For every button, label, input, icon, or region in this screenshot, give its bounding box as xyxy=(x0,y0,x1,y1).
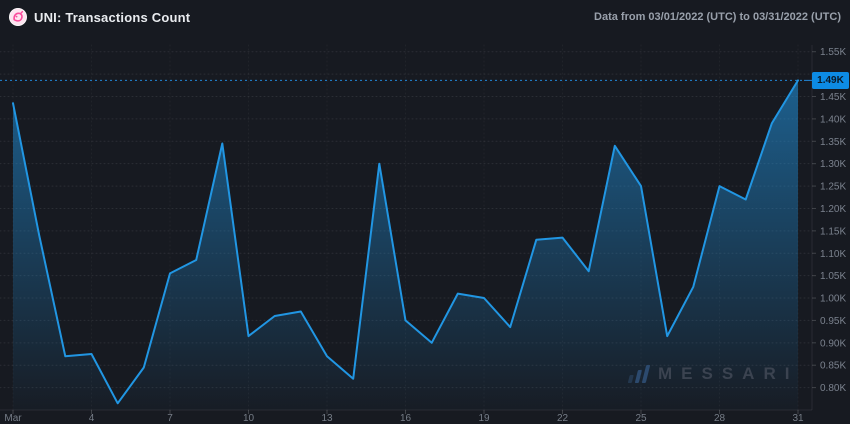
y-tick-label: 0.80K xyxy=(820,383,846,394)
y-tick-label: 1.25K xyxy=(820,182,846,193)
y-tick-label: 1.45K xyxy=(820,92,846,103)
x-tick-label: 7 xyxy=(167,413,173,424)
y-tick-label: 0.95K xyxy=(820,316,846,327)
uniswap-logo-icon xyxy=(9,8,27,26)
y-tick-label: 1.10K xyxy=(820,249,846,260)
y-tick-label: 1.30K xyxy=(820,159,846,170)
x-tick-label: 10 xyxy=(243,413,255,424)
y-tick-label: 1.05K xyxy=(820,271,846,282)
date-range-label: Data from 03/01/2022 (UTC) to 03/31/2022… xyxy=(594,11,841,23)
x-tick-label: 22 xyxy=(557,413,569,424)
x-tick-label: 19 xyxy=(478,413,490,424)
y-tick-label: 0.85K xyxy=(820,361,846,372)
x-tick-label: 28 xyxy=(714,413,726,424)
current-value-badge: 1.49K xyxy=(812,71,849,89)
series-area xyxy=(13,80,798,411)
chart-header: UNI: Transactions Count Data from 03/01/… xyxy=(0,0,850,34)
chart-title: UNI: Transactions Count xyxy=(34,9,191,25)
y-tick-label: 1.15K xyxy=(820,226,846,237)
y-tick-label: 1.20K xyxy=(820,204,846,215)
y-tick-label: 1.40K xyxy=(820,114,846,125)
y-tick-label: 1.35K xyxy=(820,137,846,148)
x-tick-label: 16 xyxy=(400,413,412,424)
x-tick-label: 25 xyxy=(635,413,647,424)
y-tick-label: 1.55K xyxy=(820,47,846,58)
x-tick-label: 13 xyxy=(321,413,333,424)
x-tick-label: Mar xyxy=(4,413,22,424)
x-tick-label: 4 xyxy=(89,413,95,424)
y-tick-label: 0.90K xyxy=(820,338,846,349)
series-line xyxy=(12,79,799,405)
y-tick-label: 1.00K xyxy=(820,294,846,305)
x-tick-label: 31 xyxy=(792,413,804,424)
